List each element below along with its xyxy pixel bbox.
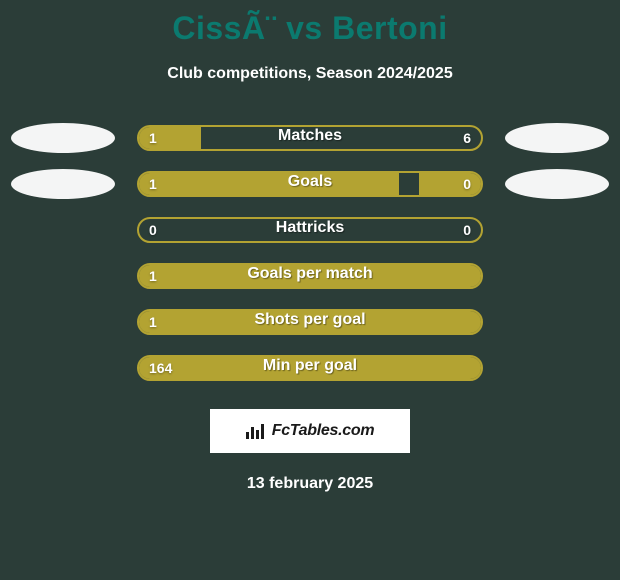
bar-mid-gap <box>201 127 481 149</box>
right-oval <box>505 123 609 153</box>
metric-bar: 16Matches <box>137 125 483 151</box>
right-value: 0 <box>463 176 471 192</box>
right-spacer <box>505 307 609 337</box>
bar-left-segment: 1 <box>139 265 481 287</box>
right-value: 6 <box>463 130 471 146</box>
attribution-badge: FcTables.com <box>210 409 410 453</box>
metric-row: 00Hattricks <box>0 207 620 253</box>
right-spacer <box>505 261 609 291</box>
bar-left-segment: 1 <box>139 173 399 195</box>
bar-mid-gap <box>399 173 420 195</box>
bar-right-segment: 0 <box>419 173 481 195</box>
metric-row: 10Goals <box>0 161 620 207</box>
right-spacer <box>505 353 609 383</box>
metric-row: 164Min per goal <box>0 345 620 391</box>
left-value: 164 <box>149 360 172 376</box>
metric-row: 16Matches <box>0 115 620 161</box>
metric-bar: 164Min per goal <box>137 355 483 381</box>
left-value: 0 <box>149 222 157 238</box>
metric-row: 1Shots per goal <box>0 299 620 345</box>
subtitle: Club competitions, Season 2024/2025 <box>0 65 620 83</box>
chart-icon <box>246 423 266 439</box>
left-value: 1 <box>149 314 157 330</box>
left-value: 1 <box>149 176 157 192</box>
attribution-text: FcTables.com <box>272 422 375 440</box>
comparison-bars: 16Matches10Goals00Hattricks1Goals per ma… <box>0 115 620 391</box>
left-oval <box>11 169 115 199</box>
right-value: 0 <box>463 222 471 238</box>
metric-row: 1Goals per match <box>0 253 620 299</box>
metric-bar: 00Hattricks <box>137 217 483 243</box>
metric-bar: 1Shots per goal <box>137 309 483 335</box>
right-spacer <box>505 215 609 245</box>
left-oval <box>11 123 115 153</box>
date-label: 13 february 2025 <box>0 475 620 493</box>
right-oval <box>505 169 609 199</box>
left-spacer <box>11 261 115 291</box>
page-title: CissÃ¨ vs Bertoni <box>0 0 620 47</box>
left-spacer <box>11 353 115 383</box>
left-value: 1 <box>149 130 157 146</box>
metric-bar: 10Goals <box>137 171 483 197</box>
left-value: 1 <box>149 268 157 284</box>
left-spacer <box>11 215 115 245</box>
bar-left-segment: 164 <box>139 357 481 379</box>
bar-left-segment: 1 <box>139 311 481 333</box>
metric-bar: 1Goals per match <box>137 263 483 289</box>
left-spacer <box>11 307 115 337</box>
bar-left-segment: 1 <box>139 127 201 149</box>
bar-mid-gap <box>139 219 481 241</box>
